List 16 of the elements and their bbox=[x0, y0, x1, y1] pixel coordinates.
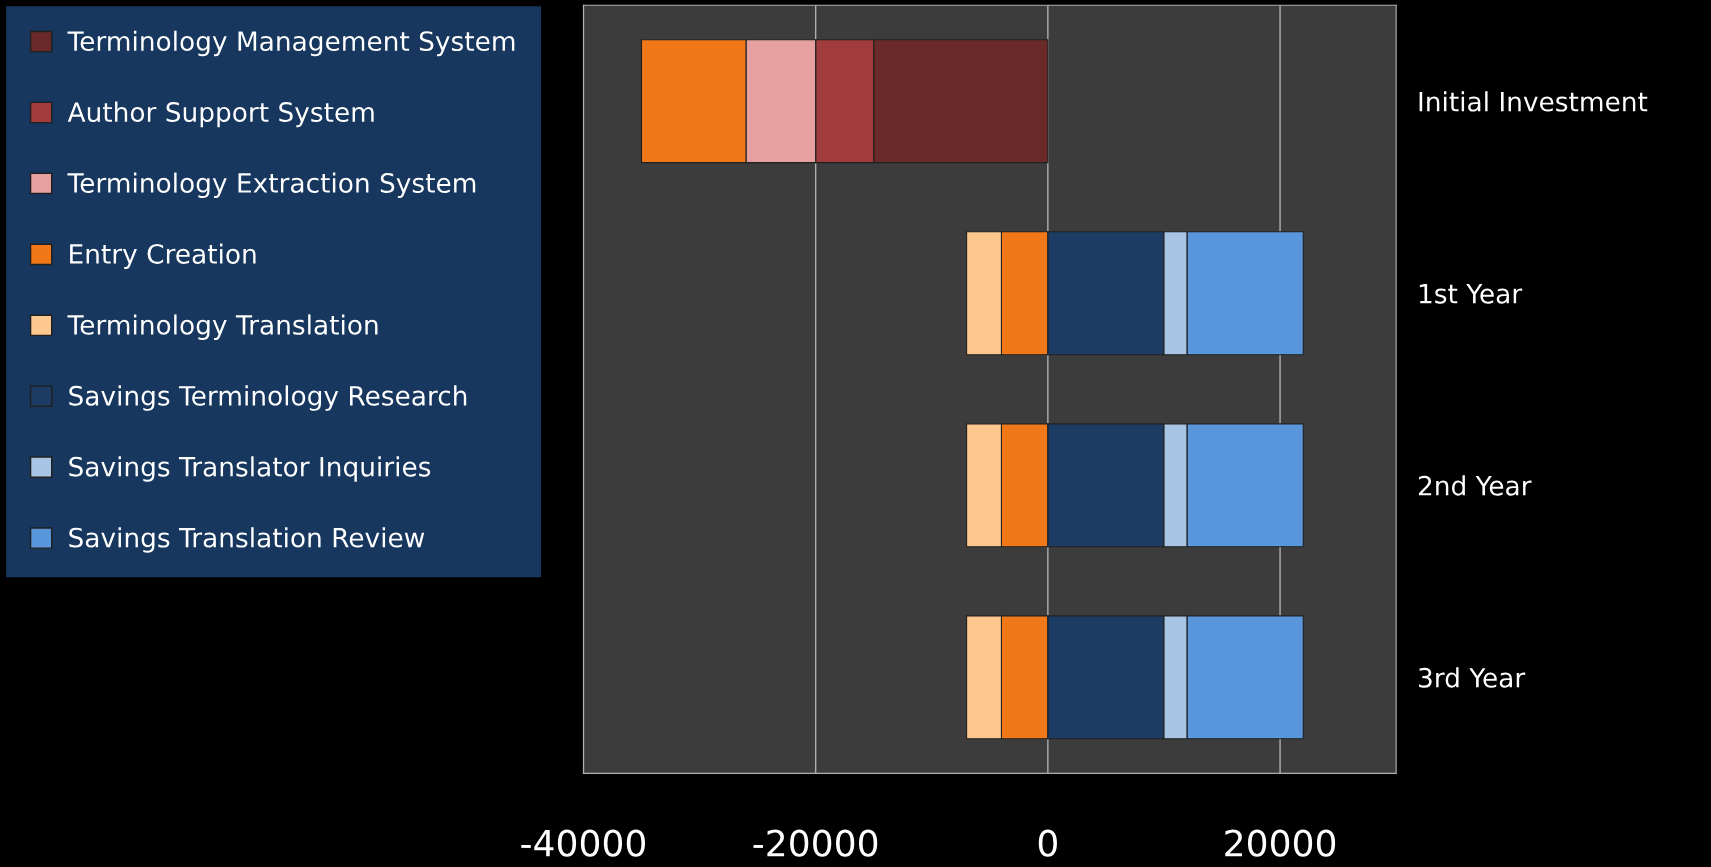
y-tick-label: 2nd Year bbox=[1418, 475, 1532, 496]
legend-label: Savings Terminology Research bbox=[69, 385, 467, 411]
legend-label: Savings Translator Inquiries bbox=[69, 456, 431, 482]
legend-label: Terminology Translation bbox=[67, 314, 378, 340]
y-tick-label: 3rd Year bbox=[1419, 667, 1526, 688]
legend-label: Author Support System bbox=[67, 101, 374, 128]
legend-label: Terminology Extraction System bbox=[67, 172, 476, 199]
x-tick-label: -20000 bbox=[753, 829, 878, 857]
y-tick-label: Initial Investment bbox=[1419, 91, 1648, 112]
legend-label: Terminology Management System bbox=[67, 30, 515, 57]
x-tick-label: -40000 bbox=[521, 829, 646, 857]
x-tick-label: 0 bbox=[1038, 829, 1057, 857]
legend-label: Entry Creation bbox=[70, 243, 256, 270]
x-tick-label: 20000 bbox=[1225, 829, 1336, 857]
legend-label: Savings Translation Review bbox=[69, 527, 425, 553]
y-tick-label: 1st Year bbox=[1419, 284, 1523, 304]
